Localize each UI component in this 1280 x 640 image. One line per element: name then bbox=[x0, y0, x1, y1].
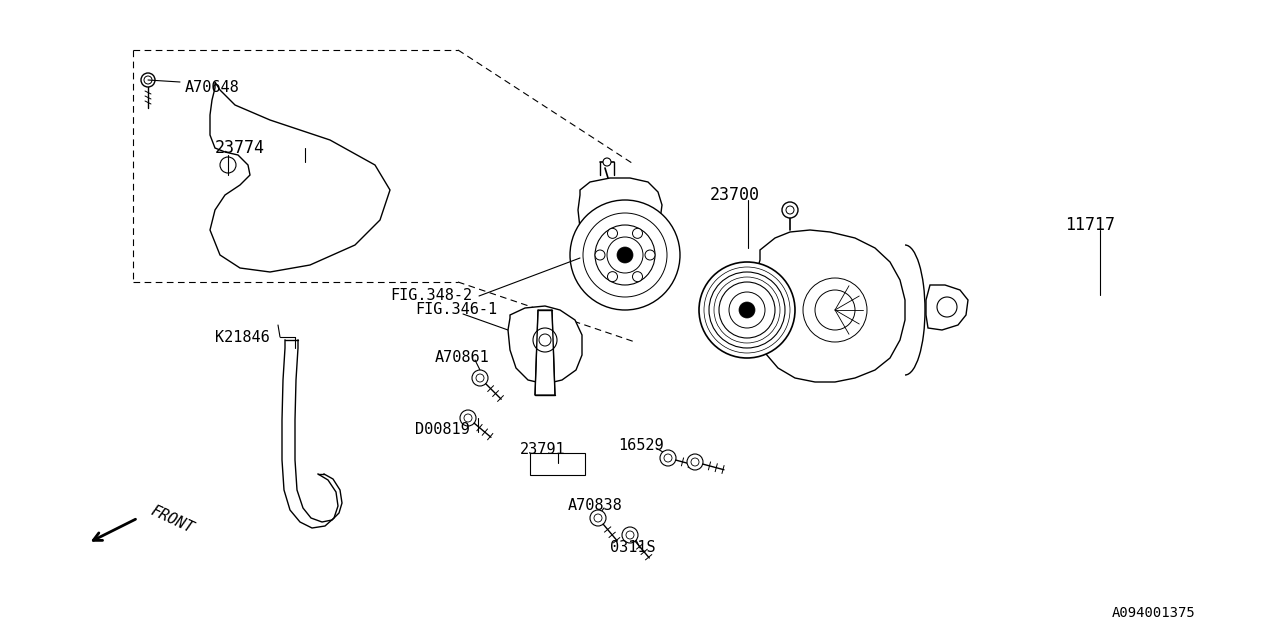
Polygon shape bbox=[535, 310, 556, 395]
Circle shape bbox=[739, 302, 755, 318]
Text: A70648: A70648 bbox=[186, 81, 239, 95]
Text: D00819: D00819 bbox=[415, 422, 470, 438]
Circle shape bbox=[687, 454, 703, 470]
Text: A70838: A70838 bbox=[568, 499, 623, 513]
Circle shape bbox=[699, 262, 795, 358]
Text: 16529: 16529 bbox=[618, 438, 663, 452]
Circle shape bbox=[632, 228, 643, 238]
Circle shape bbox=[460, 410, 476, 426]
Circle shape bbox=[590, 510, 605, 526]
Text: A094001375: A094001375 bbox=[1111, 606, 1196, 620]
Text: A70861: A70861 bbox=[435, 349, 490, 365]
Polygon shape bbox=[754, 230, 905, 382]
Bar bbox=[530, 453, 585, 475]
Text: FIG.346-1: FIG.346-1 bbox=[415, 303, 497, 317]
Circle shape bbox=[645, 250, 655, 260]
Circle shape bbox=[532, 328, 557, 352]
Text: 23700: 23700 bbox=[710, 186, 760, 204]
Circle shape bbox=[595, 250, 605, 260]
Text: K21846: K21846 bbox=[215, 330, 270, 344]
Polygon shape bbox=[925, 285, 968, 330]
Circle shape bbox=[622, 527, 637, 543]
Circle shape bbox=[617, 247, 634, 263]
Circle shape bbox=[660, 450, 676, 466]
Circle shape bbox=[608, 228, 617, 238]
Circle shape bbox=[632, 271, 643, 282]
Circle shape bbox=[570, 200, 680, 310]
Polygon shape bbox=[579, 178, 662, 280]
Text: FRONT: FRONT bbox=[148, 504, 196, 536]
Polygon shape bbox=[508, 306, 582, 384]
Circle shape bbox=[608, 271, 617, 282]
Circle shape bbox=[472, 370, 488, 386]
Text: 23774: 23774 bbox=[215, 139, 265, 157]
Polygon shape bbox=[210, 82, 390, 272]
Circle shape bbox=[603, 158, 611, 166]
Text: 0311S: 0311S bbox=[611, 541, 655, 556]
Circle shape bbox=[937, 297, 957, 317]
Text: 23791: 23791 bbox=[520, 442, 566, 458]
Text: FIG.348-2: FIG.348-2 bbox=[390, 289, 472, 303]
Circle shape bbox=[782, 202, 797, 218]
Text: 11717: 11717 bbox=[1065, 216, 1115, 234]
